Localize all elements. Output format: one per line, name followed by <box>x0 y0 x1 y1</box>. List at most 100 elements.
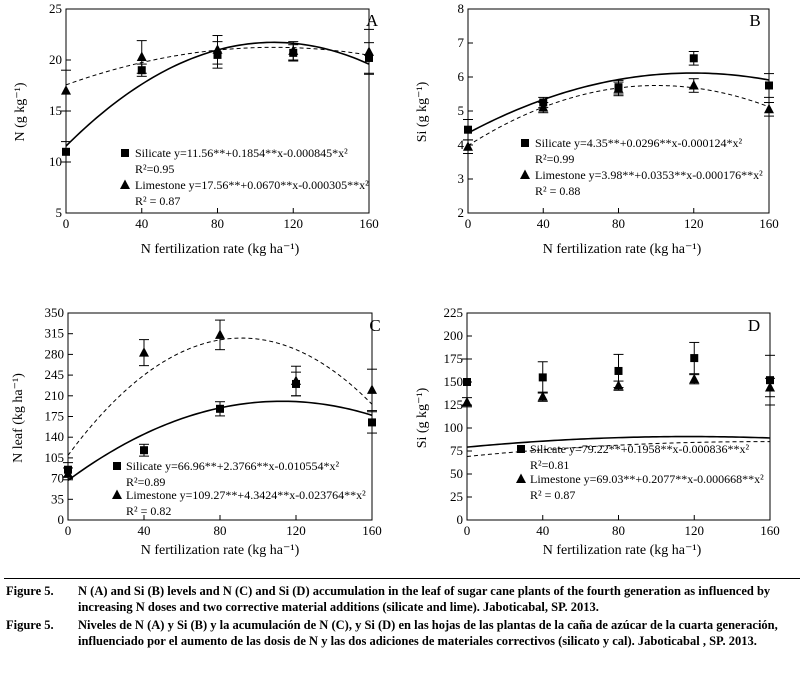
chart-a-ytick-label: 20 <box>49 52 62 67</box>
chart-c-silicate-point <box>368 418 376 427</box>
caption-spanish: Figure 5. Niveles de N (A) y Si (B) y la… <box>4 617 800 649</box>
chart-a-ytick-label: 5 <box>56 205 63 220</box>
chart-b-xtick-label: 120 <box>684 216 704 231</box>
chart-c-limestone-point <box>139 347 149 357</box>
chart-a-limestone-legend-marker <box>120 179 130 189</box>
chart-d-ytick-label: 50 <box>450 466 463 481</box>
chart-c-limestone-point <box>291 375 301 386</box>
chart-d-ytick-label: 100 <box>444 420 464 435</box>
chart-d-ytick-label: 0 <box>457 512 464 527</box>
chart-c-ytick-label: 35 <box>51 491 64 506</box>
chart-d-xtick-label: 0 <box>464 523 471 538</box>
chart-b-y-axis-label: Si (g kg⁻¹) <box>415 81 430 142</box>
chart-d-limestone-point <box>765 382 775 392</box>
chart-a-ytick-label: 10 <box>49 154 62 169</box>
chart-b-limestone-legend-equation: Limestone y=3.98**+0.0353**x-0.000176**x… <box>535 168 763 182</box>
chart-d-y-axis-label: Si (g kg⁻¹) <box>415 387 430 448</box>
chart-a-limestone-legend-r2: R² = 0.87 <box>135 194 180 208</box>
chart-a-limestone-legend-equation: Limestone y=17.56**+0.0670**x-0.000305**… <box>135 178 369 192</box>
chart-b-silicate-legend-equation: Silicate y=4.35**+0.0296**x-0.000124*x² <box>535 136 743 150</box>
chart-b-silicate-legend-r2: R²=0.99 <box>535 152 574 166</box>
chart-d-limestone-legend-equation: Limestone y=69.03**+0.2077**x-0.000668**… <box>530 472 764 486</box>
chart-a-xtick-label: 80 <box>211 216 224 231</box>
chart-a-xtick-label: 0 <box>63 216 70 231</box>
chart-b-ytick-label: 7 <box>458 35 465 50</box>
chart-c-xtick-label: 120 <box>286 523 306 538</box>
chart-c-limestone-point <box>215 329 225 339</box>
chart-b-xtick-label: 0 <box>465 216 472 231</box>
chart-d-limestone-point <box>537 391 548 401</box>
chart-c-silicate-legend-r2: R²=0.89 <box>126 475 165 489</box>
chart-a-silicate-legend-r2: R²=0.95 <box>135 162 174 176</box>
chart-b-silicate-point <box>689 54 698 63</box>
chart-b-silicate-point <box>765 81 773 90</box>
chart-c-silicate-legend-equation: Silicate y=66.96**+2.3766**x-0.010554*x² <box>126 459 340 473</box>
chart-b-silicate-fit-curve <box>467 72 770 134</box>
caption-rule <box>4 578 800 579</box>
chart-b-limestone-point <box>764 103 774 114</box>
chart-c-limestone-legend-r2: R² = 0.82 <box>126 504 171 518</box>
chart-panel-d: 0 25 50 75 100 125 150 175 200 225 0 40 80 120 160 N fe… <box>415 305 780 558</box>
chart-a-silicate-legend-equation: Silicate y=11.56**+0.1854**x-0.000845*x² <box>135 146 348 160</box>
chart-d-silicate-legend-marker <box>517 445 525 453</box>
chart-a-ytick-label: 15 <box>49 103 62 118</box>
chart-d-xtick-label: 40 <box>536 523 549 538</box>
chart-panel-c: 0 35 70 105 140 175 210 245 280 315 350 0 40 80 120 160… <box>11 305 382 558</box>
figure-caption: Figure 5. N (A) and Si (B) levels and N … <box>4 578 800 651</box>
chart-d-limestone-point <box>689 373 700 384</box>
chart-b-ytick-label: 4 <box>458 137 465 152</box>
chart-b-silicate-legend-marker <box>521 139 529 147</box>
chart-b-ytick-label: 6 <box>458 69 465 84</box>
chart-b-ytick-label: 3 <box>458 171 465 186</box>
chart-c-ytick-label: 245 <box>45 367 65 382</box>
chart-a-limestone-point <box>212 44 223 54</box>
chart-d-xtick-label: 160 <box>760 523 780 538</box>
chart-a-limestone-point <box>364 46 374 56</box>
chart-a-y-axis-label: N (g kg⁻¹) <box>13 82 28 141</box>
chart-b-limestone-point <box>613 83 624 93</box>
chart-c-ytick-label: 105 <box>45 450 65 465</box>
chart-b-panel-letter: B <box>749 11 760 30</box>
chart-d-silicate-fit-curve <box>466 435 771 448</box>
chart-c-xtick-label: 40 <box>138 523 151 538</box>
chart-d-ytick-label: 75 <box>450 443 463 458</box>
chart-d-limestone-point <box>462 396 472 407</box>
chart-a-xtick-label: 160 <box>359 216 379 231</box>
chart-c-xtick-label: 80 <box>214 523 227 538</box>
chart-d-silicate-point <box>690 354 699 363</box>
caption-english-text: N (A) and Si (B) levels and N (C) and Si… <box>78 584 771 614</box>
chart-panel-a: 5 10 15 20 25 0 40 80 120 160 N fertilization rate… <box>13 1 379 257</box>
chart-c-xtick-label: 160 <box>362 523 382 538</box>
chart-c-limestone-fit-curve <box>67 337 373 456</box>
chart-d-x-axis-label: N fertilization rate (kg ha⁻¹) <box>543 543 702 558</box>
chart-c-silicate-point <box>140 446 148 455</box>
chart-c-ytick-label: 210 <box>45 388 65 403</box>
chart-c-ytick-label: 70 <box>51 471 64 486</box>
chart-c-ytick-label: 315 <box>45 326 65 341</box>
chart-c-xtick-label: 0 <box>65 523 72 538</box>
chart-c-limestone-legend-marker <box>112 489 122 499</box>
chart-a-panel-letter: A <box>366 11 379 30</box>
chart-b-limestone-point <box>538 102 549 112</box>
chart-b-limestone-point <box>688 80 699 90</box>
chart-d-frame <box>466 312 771 521</box>
chart-d-limestone-point <box>613 380 624 390</box>
chart-b-limestone-legend-marker <box>520 169 530 179</box>
chart-d-limestone-legend-marker <box>516 473 526 483</box>
chart-b-x-axis-label: N fertilization rate (kg ha⁻¹) <box>543 242 702 257</box>
chart-c-ytick-label: 350 <box>45 305 65 320</box>
chart-d-silicate-legend-equation: Silicate y=79.22**+0.1958**x-0.000836**x… <box>530 442 750 456</box>
chart-b-xtick-label: 80 <box>612 216 625 231</box>
chart-d-silicate-legend-r2: R²=0.81 <box>530 458 569 472</box>
chart-a-limestone-point <box>288 45 299 55</box>
chart-a-x-axis-label: N fertilization rate (kg ha⁻¹) <box>141 242 300 257</box>
chart-d-ytick-label: 25 <box>450 489 463 504</box>
chart-b-ytick-label: 8 <box>458 1 465 16</box>
chart-c-silicate-point <box>216 404 224 413</box>
chart-d-limestone-legend-r2: R² = 0.87 <box>530 488 575 502</box>
chart-d-silicate-point <box>463 378 471 386</box>
chart-d-ytick-label: 200 <box>444 328 464 343</box>
chart-c-ytick-label: 140 <box>45 429 65 444</box>
chart-c-silicate-legend-marker <box>113 462 121 470</box>
chart-c-limestone-point <box>63 468 73 478</box>
